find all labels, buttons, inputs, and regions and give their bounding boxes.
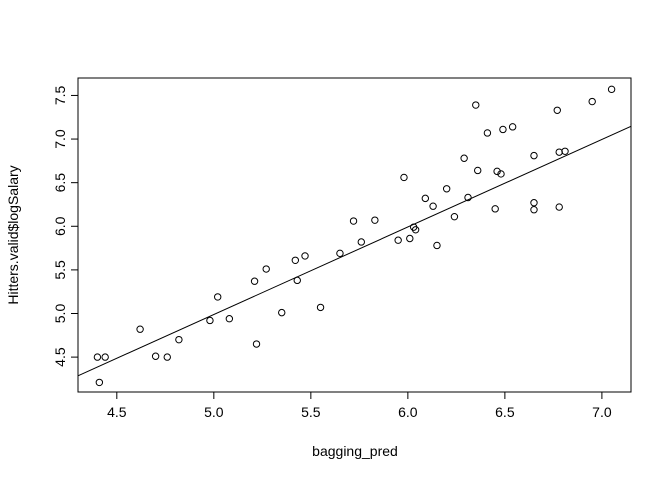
- data-point: [464, 193, 472, 202]
- data-point: [460, 154, 468, 162]
- data-point: [483, 129, 492, 137]
- data-point: [450, 212, 459, 221]
- data-point: [250, 277, 259, 285]
- y-axis-label: Hitters.valid$logSalary: [5, 165, 21, 304]
- data-point: [421, 194, 430, 203]
- data-point: [491, 205, 499, 213]
- data-point: [499, 125, 507, 134]
- data-point: [555, 203, 563, 211]
- x-axis: 4.5 5.0 5.5 6.0 6.5 7.0: [107, 391, 612, 420]
- data-point: [553, 106, 561, 114]
- data-point: [394, 236, 402, 244]
- data-point: [175, 335, 183, 344]
- data-point: [163, 353, 171, 361]
- data-point: [530, 206, 538, 214]
- data-point: [474, 166, 482, 175]
- data-point: [357, 238, 365, 246]
- data-point: [493, 167, 501, 176]
- data-point: [101, 353, 109, 361]
- data-point: [530, 199, 538, 207]
- y-tick-label: 4.5: [52, 347, 68, 367]
- y-tick-label: 5.0: [52, 304, 68, 324]
- x-tick-label: 7.0: [592, 404, 612, 420]
- data-point: [278, 308, 286, 317]
- data-point: [151, 352, 160, 360]
- y-tick-label: 7.0: [52, 129, 68, 149]
- data-point: [291, 256, 300, 264]
- data-point: [225, 315, 234, 323]
- y-tick-label: 7.5: [52, 86, 68, 106]
- data-points: [93, 85, 616, 387]
- data-point: [293, 276, 301, 285]
- data-point: [93, 353, 102, 361]
- data-point: [530, 151, 538, 160]
- data-point: [349, 217, 358, 225]
- data-point: [206, 316, 214, 325]
- regression-line: [77, 125, 632, 377]
- y-tick-label: 6.0: [52, 216, 68, 236]
- x-axis-label: bagging_pred: [312, 443, 398, 459]
- x-tick-label: 6.0: [398, 404, 418, 420]
- data-point: [336, 249, 344, 258]
- regression-line-group: [77, 125, 632, 377]
- data-point: [252, 340, 261, 348]
- x-tick-label: 5.5: [301, 404, 321, 420]
- x-tick-label: 4.5: [107, 404, 127, 420]
- data-point: [214, 293, 222, 301]
- data-point: [433, 241, 441, 250]
- data-point: [429, 202, 437, 210]
- data-point: [561, 147, 569, 155]
- data-point: [136, 325, 144, 333]
- data-point: [607, 85, 616, 94]
- data-point: [371, 216, 379, 224]
- data-point: [588, 97, 596, 106]
- data-point: [508, 123, 517, 131]
- x-tick-label: 6.5: [495, 404, 515, 420]
- plot-frame: [77, 77, 632, 393]
- data-point: [442, 185, 451, 193]
- x-tick-label: 5.0: [204, 404, 224, 420]
- data-point: [497, 170, 505, 178]
- y-tick-label: 6.5: [52, 173, 68, 193]
- data-point: [301, 252, 309, 260]
- data-point: [472, 101, 480, 109]
- y-tick-label: 5.5: [52, 260, 68, 280]
- data-point: [95, 378, 104, 387]
- data-point: [316, 303, 325, 312]
- data-point: [411, 226, 420, 234]
- data-point: [262, 265, 270, 273]
- data-point: [400, 173, 408, 182]
- data-point: [406, 234, 414, 243]
